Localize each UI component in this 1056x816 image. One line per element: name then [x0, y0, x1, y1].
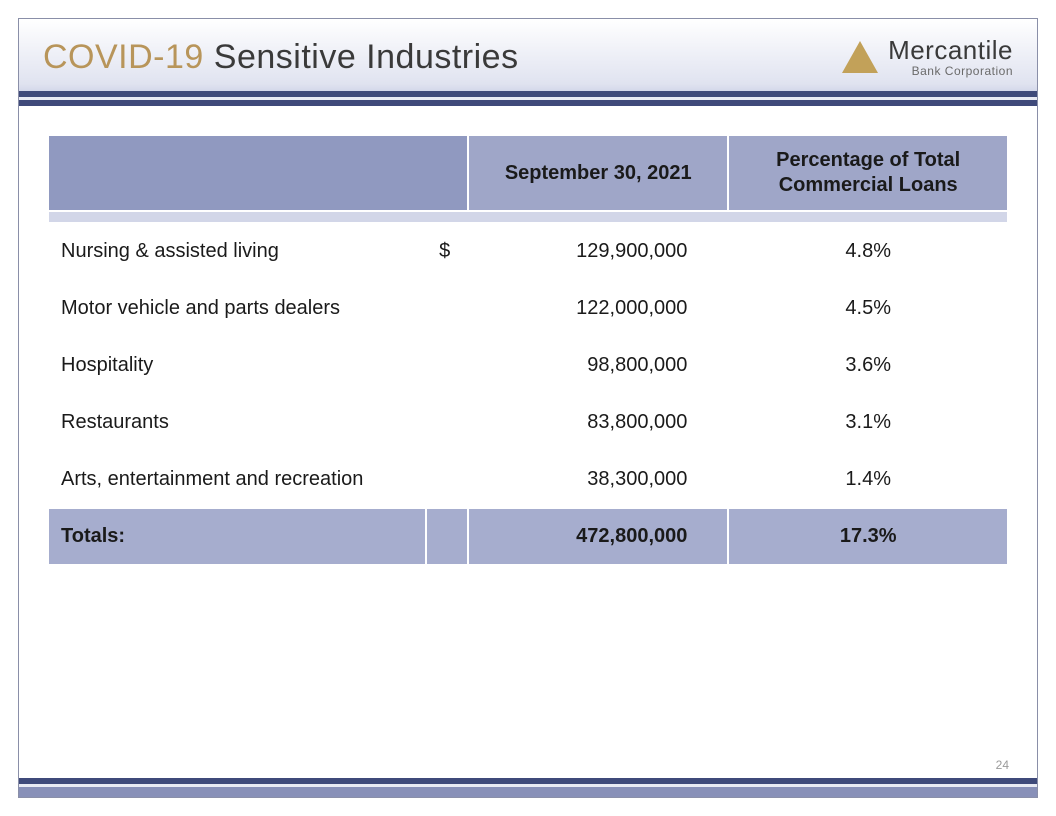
table-row: Motor vehicle and parts dealers 122,000,0… — [49, 281, 1007, 336]
triangle-icon — [840, 39, 880, 75]
table-row: Restaurants 83,800,0003.1% — [49, 395, 1007, 450]
totals-amount: 472,800,000 — [469, 509, 727, 564]
row-currency — [427, 395, 467, 450]
row-label: Nursing & assisted living — [49, 224, 425, 279]
row-percentage: 4.8% — [729, 224, 1007, 279]
slide-header: COVID-19 Sensitive Industries Mercantile… — [19, 19, 1037, 91]
row-percentage: 4.5% — [729, 281, 1007, 336]
header-blank — [49, 136, 467, 210]
totals-label: Totals: — [49, 509, 425, 564]
table-row: Nursing & assisted living$129,900,0004.8… — [49, 224, 1007, 279]
row-amount: 98,800,000 — [469, 338, 727, 393]
row-amount: 129,900,000 — [469, 224, 727, 279]
table-totals-row: Totals: 472,800,00017.3% — [49, 509, 1007, 564]
totals-currency — [427, 509, 467, 564]
row-percentage: 1.4% — [729, 452, 1007, 507]
footer-stripe-mid — [19, 787, 1037, 797]
row-amount: 122,000,000 — [469, 281, 727, 336]
header-pct: Percentage of Total Commercial Loans — [729, 136, 1007, 210]
row-percentage: 3.6% — [729, 338, 1007, 393]
title-rest: Sensitive Industries — [204, 38, 519, 76]
page-number: 24 — [996, 758, 1009, 772]
slide-content: September 30, 2021 Percentage of Total C… — [19, 106, 1037, 778]
row-currency — [427, 281, 467, 336]
logo-main-text: Mercantile — [888, 37, 1013, 63]
row-amount: 83,800,000 — [469, 395, 727, 450]
table-spacer-row — [49, 212, 1007, 222]
row-currency — [427, 452, 467, 507]
slide-title: COVID-19 Sensitive Industries — [43, 38, 519, 77]
header-stripes — [19, 91, 1037, 106]
table-row: Arts, entertainment and recreation 38,300… — [49, 452, 1007, 507]
row-amount: 38,300,000 — [469, 452, 727, 507]
row-currency — [427, 338, 467, 393]
slide-frame: COVID-19 Sensitive Industries Mercantile… — [18, 18, 1038, 798]
row-percentage: 3.1% — [729, 395, 1007, 450]
table-row: Hospitality 98,800,0003.6% — [49, 338, 1007, 393]
row-currency: $ — [427, 224, 467, 279]
logo-sub-text: Bank Corporation — [888, 65, 1013, 77]
logo-text-group: Mercantile Bank Corporation — [888, 37, 1013, 77]
industries-table: September 30, 2021 Percentage of Total C… — [47, 134, 1009, 566]
totals-percentage: 17.3% — [729, 509, 1007, 564]
company-logo: Mercantile Bank Corporation — [840, 37, 1013, 77]
row-label: Motor vehicle and parts dealers — [49, 281, 425, 336]
header-date: September 30, 2021 — [469, 136, 727, 210]
footer-stripes — [19, 778, 1037, 797]
row-label: Restaurants — [49, 395, 425, 450]
title-covid: COVID-19 — [43, 38, 204, 76]
table-header-row: September 30, 2021 Percentage of Total C… — [49, 136, 1007, 210]
row-label: Hospitality — [49, 338, 425, 393]
row-label: Arts, entertainment and recreation — [49, 452, 425, 507]
